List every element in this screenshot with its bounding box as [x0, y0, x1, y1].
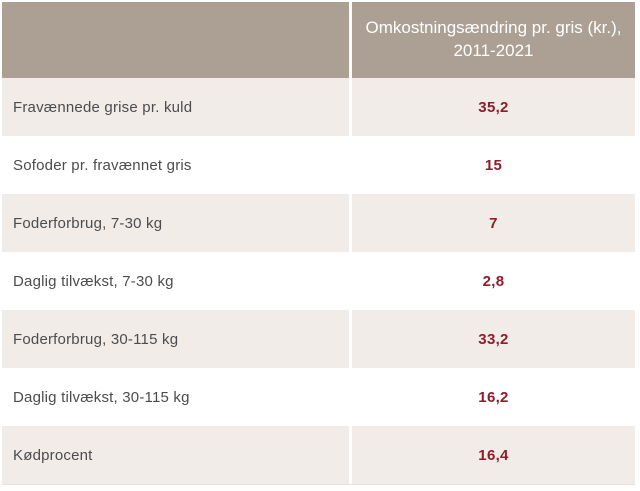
row-value: 35,2 [349, 78, 635, 136]
row-value: 16,4 [349, 426, 635, 484]
table-row: Fravænnede grise pr. kuld 35,2 [2, 78, 635, 136]
table-row: Kødprocent 16,4 [2, 426, 635, 484]
header-empty-cell [2, 2, 349, 78]
table-row: Daglig tilvækst, 7-30 kg 2,8 [2, 252, 635, 310]
header-title-line2: 2011-2021 [453, 41, 534, 60]
row-label: Fravænnede grise pr. kuld [2, 78, 349, 136]
row-value: 15 [349, 136, 635, 194]
row-label: Daglig tilvækst, 7-30 kg [2, 252, 349, 310]
table-header-row: Omkostningsændring pr. gris (kr.), 2011-… [2, 2, 635, 78]
row-label: Foderforbrug, 30-115 kg [2, 310, 349, 368]
row-label: Foderforbrug, 7-30 kg [2, 194, 349, 252]
row-value: 2,8 [349, 252, 635, 310]
table-row: Sofoder pr. fravænnet gris 15 [2, 136, 635, 194]
header-value-column-title: Omkostningsændring pr. gris (kr.), 2011-… [349, 2, 635, 78]
data-table: Omkostningsændring pr. gris (kr.), 2011-… [2, 2, 635, 485]
table-row: Foderforbrug, 7-30 kg 7 [2, 194, 635, 252]
row-label: Daglig tilvækst, 30-115 kg [2, 368, 349, 426]
row-label: Sofoder pr. fravænnet gris [2, 136, 349, 194]
row-value: 7 [349, 194, 635, 252]
row-value: 16,2 [349, 368, 635, 426]
table-row: Daglig tilvækst, 30-115 kg 16,2 [2, 368, 635, 426]
row-value: 33,2 [349, 310, 635, 368]
table-row: Foderforbrug, 30-115 kg 33,2 [2, 310, 635, 368]
header-title-line1: Omkostningsændring pr. gris (kr.), [365, 18, 622, 38]
row-label: Kødprocent [2, 426, 349, 484]
